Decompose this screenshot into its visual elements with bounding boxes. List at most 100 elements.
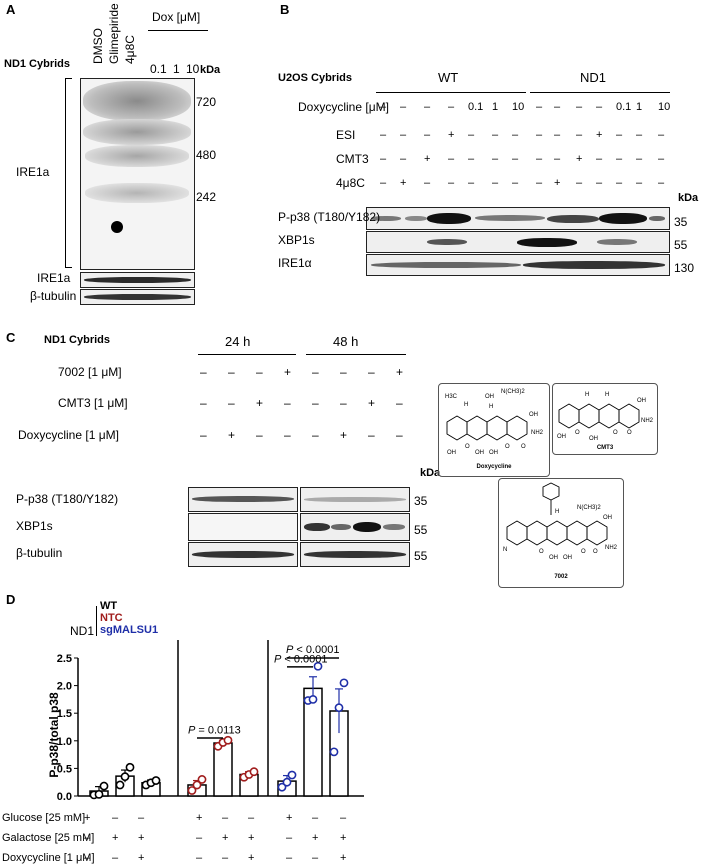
legend-prefix: ND1	[70, 624, 95, 638]
data-point	[334, 703, 344, 713]
data-point	[192, 780, 202, 790]
panel-b-cell: –	[492, 129, 499, 141]
svg-text:H3C: H3C	[445, 394, 458, 400]
panel-b-cell: –	[380, 153, 387, 165]
svg-text:OH: OH	[475, 450, 484, 456]
panel-d-cell: +	[286, 812, 293, 824]
lane-label-dmso: DMSO	[91, 28, 105, 64]
blot-xbp1s-b	[366, 231, 670, 253]
data-point	[287, 770, 297, 780]
svg-text:OH: OH	[589, 436, 598, 442]
panel-d-cell: +	[340, 852, 347, 864]
y-tick-label: 0.5	[57, 763, 72, 775]
panel-c-cell: –	[284, 428, 291, 442]
y-tick-label: 0.0	[57, 791, 72, 803]
panel-b-cell: –	[596, 101, 603, 113]
panel-b-cell: –	[424, 177, 431, 189]
svg-text:H: H	[585, 392, 589, 398]
label-ire1a-total: IRE1a	[37, 271, 71, 285]
svg-text:O: O	[521, 444, 526, 450]
nd1-line	[530, 92, 670, 93]
panel-b-cell: 0.1	[468, 101, 484, 113]
panel-b-cell: –	[576, 101, 583, 113]
panel-b-group-label: U2OS Cybrids	[278, 72, 352, 84]
panel-b-cell: –	[448, 101, 455, 113]
blot-ire1a-total	[80, 272, 195, 288]
marker-480: 480	[196, 148, 217, 162]
kda-label-b: kDa	[678, 192, 699, 204]
legend-bracket	[96, 606, 97, 636]
svg-text:N(CH3)2: N(CH3)2	[501, 389, 525, 395]
panel-b-cell: –	[400, 153, 407, 165]
svg-text:H: H	[489, 404, 493, 410]
blot-pp38-c-48h	[300, 487, 410, 512]
panel-d-cell: –	[286, 832, 293, 844]
panel-b-row-label: Doxycycline [μM]	[298, 100, 389, 114]
panel-c-cell: –	[340, 365, 347, 379]
panel-b-cell: +	[554, 177, 561, 189]
data-point	[339, 678, 349, 688]
blot-pp38-b	[366, 207, 670, 230]
panel-b-cell: –	[512, 177, 519, 189]
panel-d-cell: +	[222, 832, 229, 844]
panel-c-cell: +	[340, 428, 348, 442]
time-24h: 24 h	[225, 334, 251, 349]
legend-sgmalsu1: sgMALSU1	[100, 624, 159, 636]
blot-ire1a-b	[366, 254, 670, 276]
svg-text:H: H	[555, 509, 559, 515]
panel-c-cell: –	[368, 365, 375, 379]
panel-d-cell: –	[112, 812, 119, 824]
panel-d-cell: +	[248, 852, 255, 864]
data-point	[94, 789, 104, 799]
structure-7002: H N(CH3)2 OH NH2 N OH O OH O O 7002	[498, 478, 624, 588]
svg-text:O: O	[465, 444, 470, 450]
svg-text:OH: OH	[563, 555, 572, 561]
svg-text:O: O	[593, 549, 598, 555]
panel-c-row-label: CMT3 [1 μM]	[58, 396, 128, 410]
panel-c-cell: +	[256, 396, 264, 410]
panel-b-cell: –	[658, 153, 665, 165]
panel-b-cell: –	[616, 153, 623, 165]
panel-d-cell: –	[340, 812, 347, 824]
panel-b-cell: –	[616, 129, 623, 141]
data-point	[151, 776, 161, 785]
panel-c-letter: C	[6, 330, 16, 345]
panel-b-cell: –	[512, 129, 519, 141]
panel-d-cell: –	[312, 852, 319, 864]
panel-b-cell: –	[596, 153, 603, 165]
svg-text:OH: OH	[549, 555, 558, 561]
panel-d-cell: +	[138, 852, 145, 864]
dox-dose-0: 0.1	[150, 62, 167, 76]
time-48h: 48 h	[333, 334, 359, 349]
label-pp38-b: P-p38 (T180/Y182)	[278, 210, 381, 224]
svg-text:OH: OH	[603, 515, 612, 521]
panel-d-row-label: Galactose [25 mM]	[2, 832, 95, 844]
panel-d-cell: –	[312, 812, 319, 824]
label-xbp1s-c: XBP1s	[16, 519, 53, 533]
panel-b-cell: –	[536, 129, 543, 141]
blot-pp38-c-24h	[188, 487, 298, 512]
data-point	[125, 762, 135, 772]
structure-cmt3: H H OH NH2 OH O OH O O CMT3	[552, 383, 658, 455]
panel-b-cell: –	[536, 153, 543, 165]
blot-tubulin-a	[80, 289, 195, 305]
y-tick-label: 2.0	[57, 681, 72, 693]
svg-text:O: O	[613, 430, 618, 436]
data-point	[313, 661, 323, 671]
panel-c-cell: –	[200, 396, 207, 410]
panel-c-cell: +	[284, 365, 292, 379]
svg-text:N: N	[503, 547, 507, 553]
svg-text:OH: OH	[485, 394, 494, 400]
panel-b-cell: –	[468, 153, 475, 165]
dox-label: Dox [μM]	[152, 10, 201, 24]
panel-a-letter: A	[6, 2, 16, 17]
panel-c-group-label: ND1 Cybrids	[44, 334, 111, 346]
svg-text:OH: OH	[529, 412, 538, 418]
panel-b-row-label: 4μ8C	[336, 176, 365, 190]
blot-tubulin-c-24h	[188, 542, 298, 567]
kda-pp38-c: 35	[414, 494, 428, 508]
blot-tubulin-c-48h	[300, 542, 410, 567]
svg-text:NH2: NH2	[641, 418, 654, 424]
dox-dose-1: 1	[173, 62, 180, 76]
kda-pp38-b: 35	[674, 215, 688, 229]
